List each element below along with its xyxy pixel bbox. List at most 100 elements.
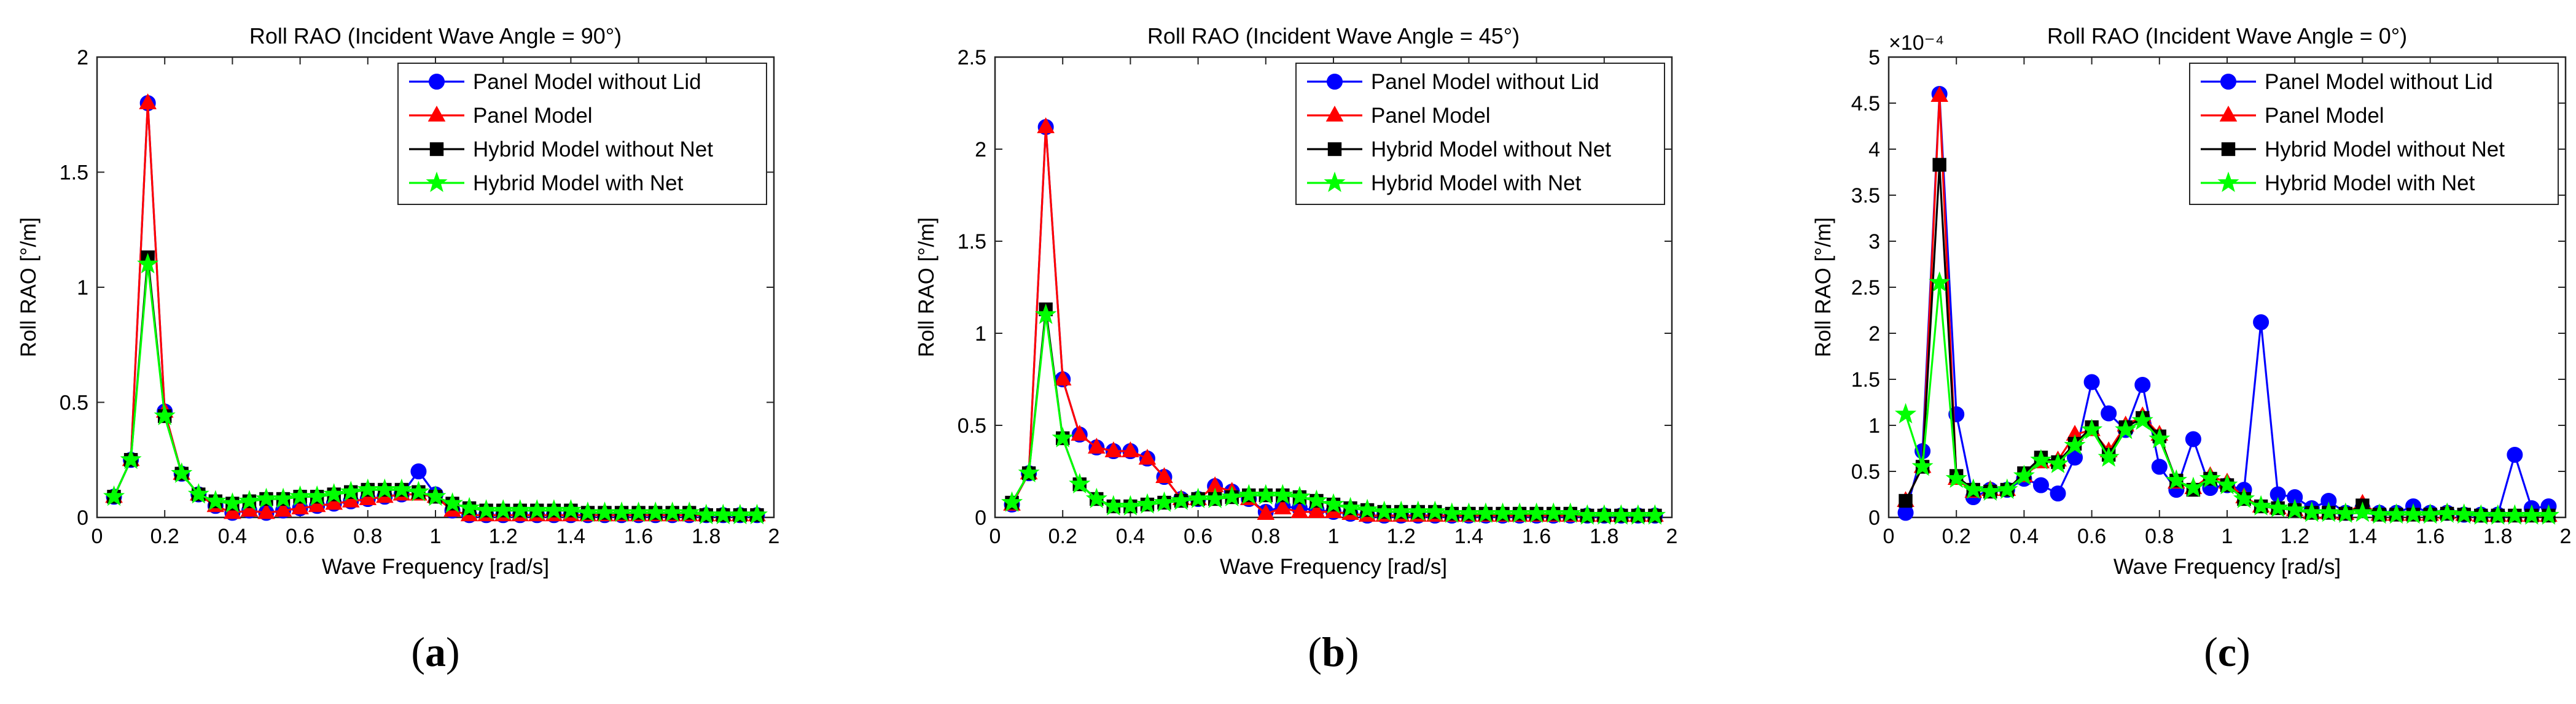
chart-panel-a: 0 0.2 0.4 0.6 0.8 1 1.2 1.4 1.6 1.8 2 0 0.5 1 1.5 2 Roll… xyxy=(17,23,779,675)
y-tick-label: 2 xyxy=(975,138,986,161)
data-point xyxy=(2032,477,2049,493)
data-point xyxy=(1018,462,1040,482)
legend-swatch-marker xyxy=(429,74,445,90)
data-point xyxy=(272,487,294,508)
x-tick-label: 0.4 xyxy=(1116,525,1145,548)
x-tick-label: 0.8 xyxy=(1251,525,1280,548)
y-tick-label: 0 xyxy=(975,506,986,530)
x-tick-label: 1.6 xyxy=(1522,525,1551,548)
x-tick-label: 1.2 xyxy=(489,525,518,548)
y-tick-label: 2 xyxy=(77,46,88,69)
y-tick-label: 1 xyxy=(77,276,88,300)
legend-item-panel-without-lid: Panel Model without Lid xyxy=(2201,70,2493,94)
data-point xyxy=(1037,117,1055,133)
legend-label: Panel Model without Lid xyxy=(2265,70,2493,94)
x-tick-label: 1.4 xyxy=(556,525,585,548)
data-point xyxy=(1204,487,1226,508)
data-point xyxy=(2115,419,2137,439)
data-point xyxy=(238,490,260,511)
data-point xyxy=(2047,452,2069,473)
data-point xyxy=(154,404,176,425)
legend-swatch-marker xyxy=(2220,74,2236,90)
y-tick-label: 1 xyxy=(1868,414,1880,438)
x-tick-label: 1 xyxy=(2222,525,2233,548)
legend-item-hybrid-with-net: Hybrid Model with Net xyxy=(2201,171,2475,195)
data-point xyxy=(2317,501,2340,522)
data-point xyxy=(2335,502,2357,523)
legend-item-hybrid-without-net: Hybrid Model without Net xyxy=(409,137,713,161)
chart-title: Roll RAO (Incident Wave Angle = 90°) xyxy=(249,23,622,48)
y-axis-label: Roll RAO [°/m] xyxy=(1811,217,1835,357)
data-point xyxy=(2030,449,2052,470)
data-point xyxy=(2151,458,2168,475)
data-point xyxy=(2507,447,2523,463)
caption-open-paren: ( xyxy=(411,629,425,675)
data-point xyxy=(2149,428,2171,449)
y-tick-label: 0.5 xyxy=(1851,460,1880,484)
x-axis-label: Wave Frequency [rad/s] xyxy=(322,555,549,579)
data-point xyxy=(359,489,377,505)
data-point xyxy=(1911,455,1934,476)
data-point xyxy=(1424,500,1446,521)
data-point xyxy=(1271,484,1294,505)
x-tick-label: 2 xyxy=(768,525,780,548)
data-point xyxy=(2216,474,2238,495)
y-tick-label: 2.5 xyxy=(958,46,986,69)
data-point xyxy=(2436,502,2458,523)
data-point xyxy=(120,448,142,470)
data-point xyxy=(2253,314,2270,330)
caption-letter: b xyxy=(1322,629,1345,675)
data-point xyxy=(1308,502,1325,518)
x-tick-label: 2 xyxy=(1666,525,1678,548)
legend-label: Hybrid Model without Net xyxy=(1371,137,1611,161)
legend-swatch-marker xyxy=(2217,171,2239,192)
legend-box xyxy=(397,63,767,205)
legend: Panel Model without Lid Panel Model Hybrid… xyxy=(2189,63,2559,205)
x-tick-label: 0.2 xyxy=(150,525,179,548)
x-tick-label: 1.8 xyxy=(2483,525,2512,548)
x-tick-label: 0.6 xyxy=(2077,525,2106,548)
y-tick-label: 2.5 xyxy=(1851,276,1880,300)
x-tick-label: 1.4 xyxy=(2348,525,2377,548)
data-point xyxy=(2182,476,2204,497)
y-axis-label: Roll RAO [°/m] xyxy=(17,217,41,357)
data-point xyxy=(1945,467,1967,488)
legend-swatch-marker xyxy=(2219,106,2238,122)
caption-letter: c xyxy=(2218,629,2236,675)
data-point xyxy=(1071,425,1089,441)
x-tick-label: 1 xyxy=(1328,525,1340,548)
data-point xyxy=(2081,419,2103,439)
legend-swatch-marker xyxy=(429,142,444,157)
caption-open-paren: ( xyxy=(2204,629,2218,675)
data-point xyxy=(1894,403,1917,424)
legend-label: Panel Model xyxy=(1371,104,1491,128)
legend-label: Hybrid Model with Net xyxy=(1371,171,1582,195)
data-point xyxy=(1962,478,1985,499)
data-point xyxy=(1930,86,1948,102)
x-tick-label: 0.2 xyxy=(1942,525,1971,548)
data-point xyxy=(1322,493,1345,514)
data-point xyxy=(407,481,430,501)
legend-swatch-marker xyxy=(426,171,448,192)
data-point xyxy=(1088,438,1106,454)
data-point xyxy=(1138,449,1157,465)
data-point xyxy=(2351,501,2373,522)
x-tick-label: 0.2 xyxy=(1048,525,1077,548)
panel-caption: (c) xyxy=(2204,629,2250,675)
data-point xyxy=(1899,493,1913,508)
legend-label: Hybrid Model with Net xyxy=(473,171,684,195)
caption-letter: a xyxy=(425,629,446,675)
data-point xyxy=(139,93,157,109)
panel-caption: (b) xyxy=(1308,629,1359,675)
series-hybrid-with-net xyxy=(103,253,768,525)
data-point xyxy=(171,462,193,483)
data-point xyxy=(224,503,241,519)
x-tick-label: 0.8 xyxy=(353,525,382,548)
legend-item-hybrid-without-net: Hybrid Model without Net xyxy=(2201,137,2505,161)
data-point xyxy=(2165,469,2187,490)
data-point xyxy=(1035,303,1057,324)
x-tick-label: 0.4 xyxy=(2010,525,2039,548)
data-point xyxy=(2185,431,2201,447)
y-tick-label: 5 xyxy=(1868,46,1880,69)
legend-item-hybrid-without-net: Hybrid Model without Net xyxy=(1307,137,1611,161)
